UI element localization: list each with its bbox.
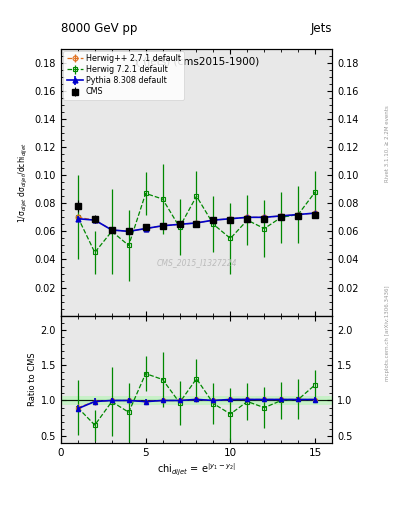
Bar bbox=[61, 396, 332, 406]
Text: χ (jets) (cms2015-1900): χ (jets) (cms2015-1900) bbox=[134, 57, 259, 67]
X-axis label: chi$_{dijet}$ = e$^{|y_1-y_2|}$: chi$_{dijet}$ = e$^{|y_1-y_2|}$ bbox=[157, 462, 236, 478]
Text: 8000 GeV pp: 8000 GeV pp bbox=[61, 22, 137, 34]
Text: Jets: Jets bbox=[310, 22, 332, 34]
Text: CMS_2015_I1327224: CMS_2015_I1327224 bbox=[156, 258, 237, 267]
Text: Rivet 3.1.10, ≥ 2.2M events: Rivet 3.1.10, ≥ 2.2M events bbox=[385, 105, 389, 182]
Y-axis label: 1/σ$_{dijet}$ dσ$_{dijet}$/dchi$_{dijet}$: 1/σ$_{dijet}$ dσ$_{dijet}$/dchi$_{dijet}… bbox=[17, 142, 30, 223]
Legend: Herwig++ 2.7.1 default, Herwig 7.2.1 default, Pythia 8.308 default, CMS: Herwig++ 2.7.1 default, Herwig 7.2.1 def… bbox=[63, 51, 184, 99]
Text: mcplots.cern.ch [arXiv:1306.3436]: mcplots.cern.ch [arXiv:1306.3436] bbox=[385, 285, 389, 380]
Y-axis label: Ratio to CMS: Ratio to CMS bbox=[28, 352, 37, 406]
